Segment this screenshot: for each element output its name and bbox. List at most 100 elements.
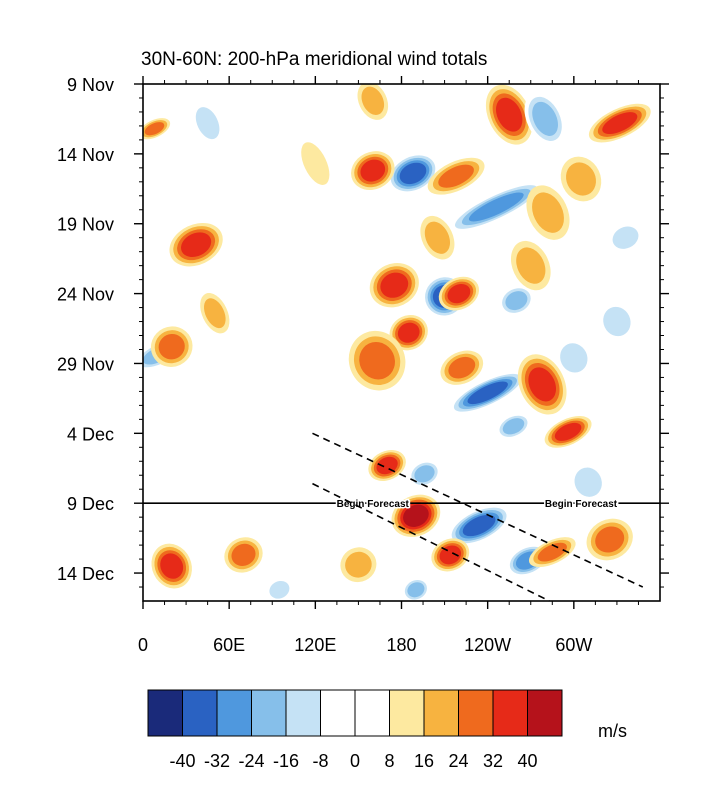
contour-level (397, 322, 420, 343)
wind-anomaly-35 (485, 84, 533, 145)
wind-anomaly-28 (169, 222, 223, 267)
wind-anomaly-17 (408, 460, 441, 488)
wind-anomaly-18 (391, 494, 441, 537)
colorbar-units: m/s (598, 721, 627, 741)
contour-level (345, 551, 372, 578)
contour-level (566, 162, 596, 196)
y-tick-label: 9 Dec (67, 494, 114, 514)
wind-anomaly-4 (447, 181, 545, 233)
wind-anomaly-37 (588, 103, 651, 143)
colorbar-swatch (423, 689, 459, 737)
contour-level (438, 164, 474, 188)
x-tick-label: 60E (213, 635, 245, 655)
contour-level (195, 107, 220, 140)
contour-level (144, 122, 165, 136)
y-tick-label: 24 Nov (57, 285, 114, 305)
contour-level (467, 381, 508, 405)
contour-level (160, 553, 184, 579)
wind-anomaly-32 (191, 101, 224, 145)
x-tick-label: 180 (386, 635, 416, 655)
contour-level (158, 333, 185, 360)
wind-anomaly-45 (293, 342, 352, 419)
wind-anomaly-44 (200, 293, 230, 334)
contour-level (359, 341, 395, 380)
contour-level (361, 86, 385, 115)
contour-level (560, 343, 588, 373)
x-tick-label: 120W (464, 635, 511, 655)
contour-level (399, 162, 427, 185)
y-tick-label: 14 Nov (57, 145, 114, 165)
x-tick-label: 60W (555, 635, 592, 655)
contour-level (407, 582, 425, 598)
colorbar-label: 16 (414, 751, 434, 771)
wind-anomaly-14 (544, 416, 592, 448)
wind-anomaly-5 (369, 262, 419, 308)
wind-anomaly-9 (389, 315, 428, 351)
wind-anomaly-20 (431, 538, 470, 572)
contour-level (301, 142, 330, 185)
begin-forecast-label-2: Begin Forecast (545, 499, 618, 510)
wind-anomaly-34 (357, 84, 389, 120)
contour-level (448, 356, 476, 379)
wind-anomaly-40 (598, 301, 636, 342)
colorbar-swatch (216, 689, 252, 737)
y-tick-label: 29 Nov (57, 354, 114, 374)
wind-anomaly-49 (420, 215, 455, 260)
chart-title: 30N-60N: 200-hPa meridional wind totals (141, 49, 487, 70)
wind-anomaly-38 (526, 185, 570, 240)
forecast-overlay: Begin Forecast Begin Forecast (143, 432, 660, 602)
wind-anomaly-41 (301, 142, 330, 185)
colorbar-swatch (182, 689, 218, 737)
wind-anomaly-8 (498, 285, 534, 316)
contour-level (554, 422, 582, 441)
wind-anomaly-23 (586, 518, 633, 561)
wind-anomaly-48 (555, 338, 593, 378)
heatmap-field (143, 84, 651, 601)
wind-anomaly-51 (340, 547, 377, 583)
colorbar-label: 0 (350, 751, 360, 771)
wind-anomaly-10 (348, 330, 406, 391)
contour-level (439, 545, 462, 565)
contour-level (602, 112, 638, 135)
colorbar-label: -16 (273, 751, 299, 771)
wind-anomaly-11 (440, 350, 484, 385)
colorbar-label: -8 (312, 751, 328, 771)
colorbar-swatch (147, 689, 183, 737)
contour-level (502, 418, 525, 435)
colorbar-swatch (458, 689, 494, 737)
colorbar-swatch (527, 689, 563, 737)
wind-anomaly-27 (402, 577, 430, 601)
contour-level (516, 247, 546, 284)
colorbar-label: -32 (204, 751, 230, 771)
contour-level (293, 342, 352, 419)
contour-level (231, 543, 256, 566)
wind-anomaly-52 (296, 441, 320, 467)
contour-level (495, 97, 523, 132)
wind-anomaly-3 (427, 157, 485, 195)
y-tick-label: 19 Nov (57, 215, 114, 235)
colorbar-swatch (354, 689, 390, 737)
contour-level (532, 101, 558, 136)
contour-level (181, 232, 212, 258)
contour-level (414, 465, 435, 483)
wind-anomaly-47 (510, 240, 551, 291)
wind-anomaly-26 (265, 577, 293, 601)
contour-level (269, 580, 290, 599)
colorbar-swatch (251, 689, 287, 737)
wind-anomaly-22 (528, 537, 576, 568)
contour-level (203, 298, 226, 329)
wind-anomaly-46 (560, 156, 602, 202)
contour-level (360, 159, 386, 182)
contour-level (532, 192, 564, 233)
x-tick-label: 0 (138, 635, 148, 655)
wind-anomaly-24 (151, 543, 192, 589)
wind-anomaly-7 (438, 276, 480, 311)
contour-level (603, 306, 631, 337)
wind-anomaly-50 (569, 462, 607, 502)
contour-level (595, 526, 625, 553)
contour-level (447, 284, 471, 304)
phase-speed-line-2 (312, 482, 550, 602)
wind-anomaly-2 (351, 151, 395, 191)
contour-level (537, 542, 567, 562)
